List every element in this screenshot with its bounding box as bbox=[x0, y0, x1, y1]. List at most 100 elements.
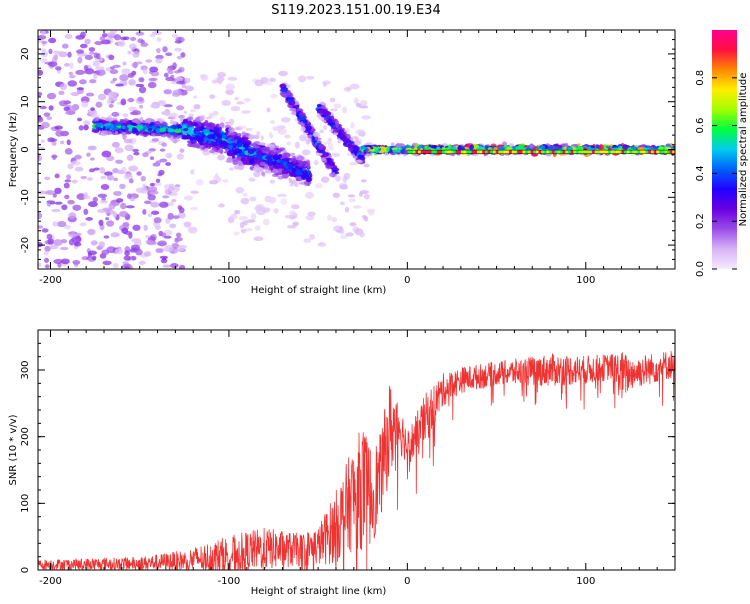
spectrogram-point bbox=[313, 159, 319, 166]
spectrogram-point bbox=[265, 196, 273, 201]
spectrogram-point bbox=[53, 258, 63, 265]
spectrogram-point bbox=[97, 93, 107, 101]
spectrogram-point bbox=[54, 187, 62, 195]
spectrogram-ridge-point bbox=[272, 168, 279, 174]
spectrogram-ridge-point bbox=[554, 145, 559, 150]
colorbar-tick-label: 0.0 bbox=[695, 261, 706, 277]
spectrogram-point bbox=[164, 188, 169, 196]
spectrogram-point bbox=[117, 40, 126, 48]
spectrogram-point bbox=[217, 71, 226, 78]
spectrogram-ridge-point bbox=[478, 145, 483, 152]
spectrogram-point bbox=[122, 36, 130, 41]
spectrogram-point bbox=[144, 235, 151, 239]
spectrogram-y-tick-label: 0 bbox=[20, 146, 31, 152]
spectrogram-point bbox=[83, 64, 89, 71]
center-line-segment bbox=[522, 150, 527, 154]
spectrogram-point bbox=[183, 221, 192, 228]
spectrogram-ridge-point bbox=[469, 144, 475, 150]
spectrogram-ridge-point bbox=[297, 116, 306, 121]
spectrogram-point bbox=[115, 83, 124, 87]
spectrogram-point bbox=[108, 103, 114, 108]
spectrogram-ridge-point bbox=[134, 119, 139, 123]
spectrogram-ridge-point bbox=[238, 137, 245, 141]
spectrogram-point bbox=[200, 74, 209, 82]
spectrogram-ridge-point bbox=[281, 172, 289, 179]
spectrogram-ridge-point bbox=[216, 132, 223, 139]
center-line-segment bbox=[586, 150, 591, 154]
spectrogram-point bbox=[80, 31, 86, 38]
colorbar-tick-label: 0.2 bbox=[695, 213, 706, 229]
spectrogram-point bbox=[162, 264, 171, 268]
spectrogram-point bbox=[358, 105, 369, 109]
spectrogram-point bbox=[94, 40, 103, 46]
spectrogram-point bbox=[142, 68, 148, 75]
spectrogram-ridge-point bbox=[111, 120, 120, 124]
center-line-segment bbox=[484, 150, 489, 154]
spectrogram-ridge-point bbox=[258, 167, 263, 172]
spectrogram-point bbox=[127, 98, 135, 103]
center-line-segment bbox=[541, 150, 546, 154]
spectrogram-point bbox=[41, 228, 49, 233]
spectrogram-point bbox=[244, 97, 251, 103]
spectrogram-x-tick-label: -100 bbox=[218, 275, 241, 286]
spectrogram-ridge-point bbox=[143, 126, 148, 130]
spectrogram-point bbox=[218, 203, 225, 208]
spectrogram-point bbox=[156, 37, 162, 43]
spectrogram-ridge-point bbox=[247, 148, 255, 155]
spectrogram-ridge-point bbox=[114, 130, 119, 135]
spectrogram-point bbox=[217, 77, 223, 85]
spectrogram-point bbox=[92, 60, 100, 67]
spectrogram-point bbox=[38, 241, 44, 248]
spectrogram-point bbox=[49, 244, 59, 250]
spectrogram-x-tick-label: 100 bbox=[576, 275, 595, 286]
spectrogram-point bbox=[59, 246, 69, 251]
spectrogram-ridge-point bbox=[392, 149, 401, 153]
spectrogram-point bbox=[332, 192, 340, 198]
center-line-segment bbox=[423, 150, 428, 154]
spectrogram-y-tick-label: 10 bbox=[20, 95, 31, 108]
spectrogram-point bbox=[127, 50, 132, 55]
spectrogram-ridge-point bbox=[145, 122, 149, 128]
spectrogram-point bbox=[156, 47, 161, 54]
spectrogram-ridge-point bbox=[294, 181, 299, 188]
spectrogram-point bbox=[60, 258, 70, 265]
spectrogram-point bbox=[59, 83, 68, 91]
spectrogram-point bbox=[148, 77, 158, 81]
spectrogram-point bbox=[286, 225, 297, 229]
spectrogram-point bbox=[350, 122, 355, 129]
snr-y-tick-label: 100 bbox=[20, 494, 31, 513]
spectrogram-point bbox=[85, 217, 93, 221]
spectrogram-point bbox=[245, 127, 253, 131]
spectrogram-point bbox=[99, 199, 108, 204]
spectrogram-point bbox=[178, 115, 186, 119]
spectrogram-point bbox=[328, 146, 335, 151]
spectrogram-point bbox=[165, 76, 174, 82]
spectrogram-point bbox=[124, 266, 130, 269]
spectrogram-point bbox=[303, 238, 312, 244]
spectrogram-ridge-point bbox=[295, 175, 302, 180]
spectrogram-ridge-point bbox=[204, 119, 209, 125]
spectrogram-ridge-point bbox=[321, 157, 326, 161]
spectrogram-point bbox=[64, 33, 73, 40]
spectrogram-point bbox=[38, 92, 43, 97]
spectrogram-point bbox=[121, 68, 131, 75]
spectrogram-point bbox=[249, 196, 257, 202]
spectrogram-point bbox=[165, 162, 172, 166]
spectrogram-point bbox=[111, 111, 120, 117]
spectrogram-ridge-point bbox=[317, 109, 323, 113]
spectrogram-point bbox=[158, 201, 169, 208]
spectrogram-ridge-point bbox=[331, 171, 336, 178]
spectrogram-ridge-point bbox=[191, 134, 196, 138]
snr-x-tick-label: -200 bbox=[39, 576, 62, 587]
spectrogram-point bbox=[48, 105, 54, 111]
spectrogram-point bbox=[355, 129, 365, 135]
colorbar-title: Normalized spectral amplitude bbox=[738, 73, 749, 227]
spectrogram-point bbox=[254, 225, 261, 231]
spectrogram-point bbox=[72, 260, 81, 265]
spectrogram-point bbox=[109, 66, 115, 70]
spectrogram-ridge-point bbox=[346, 134, 351, 139]
spectrogram-ridge-point bbox=[356, 159, 362, 163]
spectrogram-ridge-point bbox=[202, 128, 210, 134]
spectrogram-ridge-point bbox=[353, 149, 358, 155]
